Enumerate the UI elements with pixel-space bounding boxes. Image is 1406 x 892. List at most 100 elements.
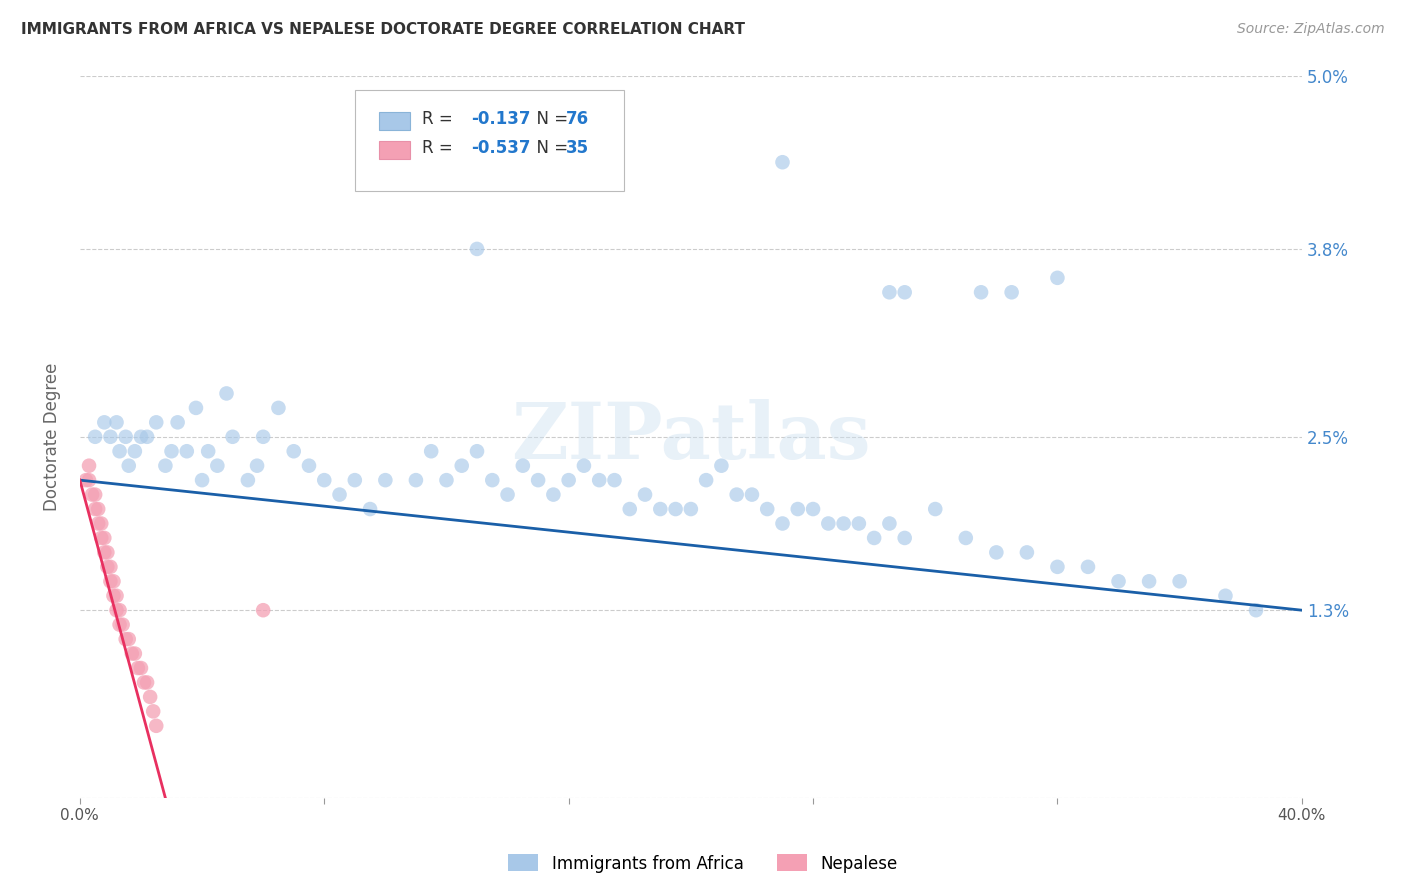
Point <box>84 502 107 516</box>
Point <box>191 473 214 487</box>
Point <box>1046 270 1069 285</box>
Point <box>114 632 136 646</box>
Text: Source: ZipAtlas.com: Source: ZipAtlas.com <box>1237 22 1385 37</box>
Point <box>343 473 366 487</box>
Point <box>96 545 118 559</box>
Point <box>664 502 686 516</box>
Point <box>848 516 870 531</box>
Point <box>77 458 100 473</box>
Point <box>557 473 579 487</box>
Point <box>136 675 159 690</box>
Point <box>893 531 915 545</box>
Point <box>108 617 131 632</box>
Point <box>75 473 97 487</box>
Point <box>90 516 112 531</box>
Point <box>124 444 146 458</box>
Point <box>252 430 274 444</box>
Point <box>1001 285 1024 300</box>
Point <box>679 502 702 516</box>
Point <box>893 285 915 300</box>
Point <box>1215 589 1237 603</box>
Point <box>160 444 183 458</box>
Point <box>710 458 733 473</box>
Point <box>405 473 427 487</box>
Point <box>986 545 1008 559</box>
Point <box>124 647 146 661</box>
FancyBboxPatch shape <box>354 90 624 191</box>
Point <box>619 502 641 516</box>
Point <box>436 473 458 487</box>
FancyBboxPatch shape <box>380 112 409 129</box>
Point <box>127 661 149 675</box>
Text: 76: 76 <box>567 110 589 128</box>
Point <box>741 487 763 501</box>
Point <box>786 502 808 516</box>
Point <box>90 531 112 545</box>
Text: -0.137: -0.137 <box>471 110 530 128</box>
Text: -0.537: -0.537 <box>471 139 530 157</box>
Legend: Immigrants from Africa, Nepalese: Immigrants from Africa, Nepalese <box>502 847 904 880</box>
Point <box>801 502 824 516</box>
Point <box>603 473 626 487</box>
Text: N =: N = <box>526 139 574 157</box>
Point <box>756 502 779 516</box>
Text: N =: N = <box>526 110 574 128</box>
Point <box>145 415 167 429</box>
Point <box>145 719 167 733</box>
Point <box>77 473 100 487</box>
Point <box>100 574 122 589</box>
Point <box>1168 574 1191 589</box>
Point <box>207 458 229 473</box>
Point <box>96 559 118 574</box>
Point <box>132 675 155 690</box>
Point <box>924 502 946 516</box>
Point <box>267 401 290 415</box>
Point <box>772 516 794 531</box>
Point <box>103 589 125 603</box>
Point <box>80 487 103 501</box>
Point <box>650 502 672 516</box>
Point <box>450 458 472 473</box>
Text: R =: R = <box>422 110 458 128</box>
Point <box>215 386 238 401</box>
Point <box>817 516 839 531</box>
Point <box>955 531 977 545</box>
Point <box>84 430 107 444</box>
Point <box>100 559 122 574</box>
Point <box>496 487 519 501</box>
Point <box>100 430 122 444</box>
Point <box>108 444 131 458</box>
Point <box>84 487 107 501</box>
Point <box>374 473 396 487</box>
Point <box>108 603 131 617</box>
Point <box>328 487 350 501</box>
Text: IMMIGRANTS FROM AFRICA VS NEPALESE DOCTORATE DEGREE CORRELATION CHART: IMMIGRANTS FROM AFRICA VS NEPALESE DOCTO… <box>21 22 745 37</box>
Point <box>1015 545 1038 559</box>
Point <box>1137 574 1160 589</box>
Text: ZIPatlas: ZIPatlas <box>510 399 870 475</box>
Point <box>111 617 134 632</box>
Text: R =: R = <box>422 139 458 157</box>
Point <box>512 458 534 473</box>
Point <box>166 415 188 429</box>
Point <box>832 516 855 531</box>
Point <box>118 632 141 646</box>
Point <box>155 458 177 473</box>
Point <box>103 574 125 589</box>
Point <box>197 444 219 458</box>
Point <box>725 487 748 501</box>
Point <box>1077 559 1099 574</box>
Point <box>465 444 488 458</box>
Point <box>136 430 159 444</box>
Point <box>221 430 243 444</box>
Point <box>129 430 152 444</box>
Point <box>105 603 128 617</box>
Point <box>105 415 128 429</box>
Point <box>588 473 610 487</box>
Point <box>114 430 136 444</box>
Point <box>879 516 901 531</box>
Point <box>142 704 165 718</box>
Point <box>93 545 115 559</box>
Point <box>359 502 381 516</box>
Point <box>481 473 503 487</box>
